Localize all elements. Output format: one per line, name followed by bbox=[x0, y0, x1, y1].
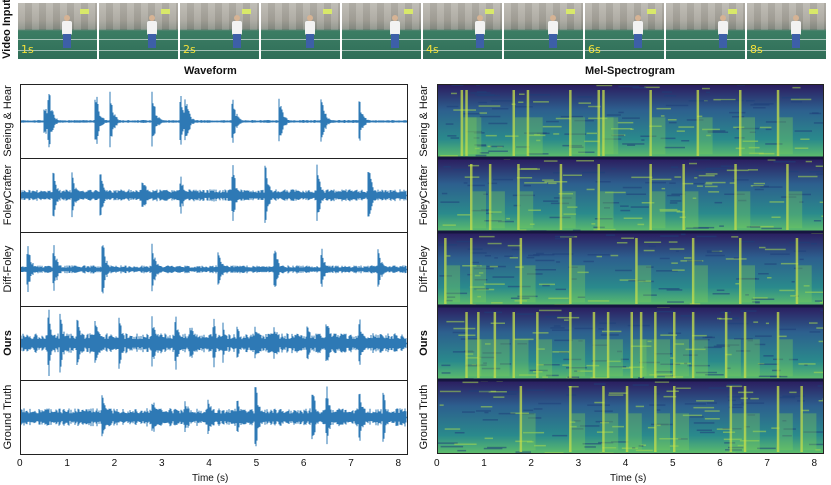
spectrogram-x-tick: 6 bbox=[717, 458, 723, 469]
waveform-row-label: Ours bbox=[2, 330, 14, 356]
spectrogram-x-axis-title: Time (s) bbox=[610, 473, 647, 484]
video-frame bbox=[99, 3, 178, 59]
waveform-panel bbox=[20, 158, 408, 233]
waveform-panel bbox=[20, 232, 408, 307]
waveform-plot bbox=[21, 243, 407, 294]
waveform-plot bbox=[21, 164, 407, 223]
waveform-row-label: Diff-Foley bbox=[2, 245, 14, 293]
spectrogram-panel bbox=[437, 230, 824, 308]
spectrogram-frame bbox=[437, 84, 824, 454]
spectrogram-title: Mel-Spectrogram bbox=[585, 65, 675, 77]
waveform-signal bbox=[21, 164, 407, 223]
waveform-x-tick: 5 bbox=[253, 458, 260, 469]
waveform-x-tick: 7 bbox=[348, 458, 354, 469]
spectrogram-panel bbox=[437, 156, 824, 234]
waveform-x-tick: 1 bbox=[64, 458, 70, 469]
spectrogram-x-tick: 2 bbox=[528, 458, 534, 469]
spectrogram-x-tick: 1 bbox=[481, 458, 487, 469]
waveform-signal bbox=[21, 243, 407, 294]
frame-time-label: 1s bbox=[21, 43, 34, 56]
frame-time-label: 8s bbox=[750, 43, 763, 56]
waveform-plot bbox=[21, 91, 407, 148]
video-input-label: Video Input bbox=[1, 0, 13, 59]
waveform-row-label: FoleyCrafter bbox=[2, 164, 14, 226]
video-frame bbox=[342, 3, 421, 59]
spectrogram-x-tick: 8 bbox=[811, 458, 818, 469]
spectrogram-row-label: Ground Truth bbox=[418, 384, 430, 450]
frame-time-label: 4s bbox=[426, 43, 439, 56]
video-frame: 4s bbox=[423, 3, 502, 59]
waveform-x-axis-title: Time (s) bbox=[192, 473, 229, 484]
video-frame: 2s bbox=[180, 3, 259, 59]
waveform-title: Waveform bbox=[184, 65, 237, 77]
waveform-plot bbox=[21, 386, 407, 447]
spectrogram-x-tick: 3 bbox=[575, 458, 582, 469]
waveform-signal bbox=[21, 91, 407, 148]
waveform-x-tick: 3 bbox=[158, 458, 165, 469]
spectrogram-x-tick: 7 bbox=[764, 458, 770, 469]
waveform-x-tick: 8 bbox=[395, 458, 402, 469]
waveform-x-tick: 4 bbox=[206, 458, 212, 469]
spectrogram-panel bbox=[437, 84, 824, 160]
mel-spectrogram-stack bbox=[437, 84, 824, 454]
spectrogram-row-label: Diff-Foley bbox=[418, 245, 430, 293]
video-frame bbox=[504, 3, 583, 59]
spectrogram-panel bbox=[437, 304, 824, 382]
video-frame: 6s bbox=[585, 3, 664, 59]
frame-time-label: 2s bbox=[183, 43, 196, 56]
spectrogram-row-label: Seeing & Hear bbox=[418, 85, 430, 157]
waveform-panel bbox=[20, 380, 408, 455]
waveform-signal bbox=[21, 386, 407, 447]
spectrogram-x-tick: 4 bbox=[622, 458, 629, 469]
waveform-x-tick: 0 bbox=[17, 458, 23, 469]
waveform-panel bbox=[20, 306, 408, 381]
video-frame: 8s bbox=[747, 3, 826, 59]
video-frame bbox=[261, 3, 340, 59]
frame-time-label: 6s bbox=[588, 43, 601, 56]
waveform-plot bbox=[21, 309, 407, 376]
spectrogram-x-tick: 0 bbox=[434, 458, 440, 469]
spectrogram-row-label: Ours bbox=[418, 330, 430, 356]
spectrogram-row-label: FoleyCrafter bbox=[418, 164, 430, 226]
waveform-signal bbox=[21, 309, 407, 376]
waveform-row-label: Ground Truth bbox=[2, 384, 14, 450]
waveform-x-tick: 6 bbox=[300, 458, 307, 469]
video-frame bbox=[666, 3, 745, 59]
spectrogram-x-tick: 5 bbox=[669, 458, 676, 469]
waveform-panel bbox=[20, 84, 408, 159]
spectrogram-panel bbox=[437, 378, 824, 454]
waveform-row-label: Seeing & Hear bbox=[2, 85, 14, 157]
video-frame: 1s bbox=[18, 3, 97, 59]
waveform-x-tick: 2 bbox=[111, 458, 118, 469]
